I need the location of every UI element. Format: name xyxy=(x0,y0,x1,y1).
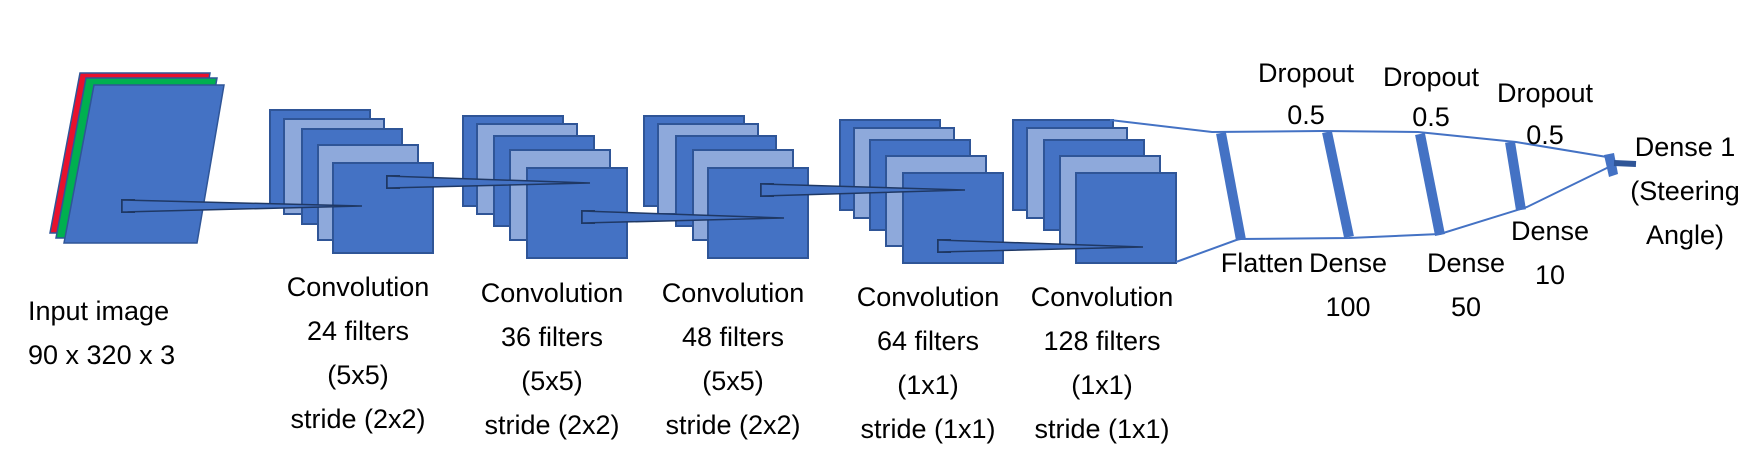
projection-wedge xyxy=(760,183,966,197)
conv-kernel: (5x5) xyxy=(327,360,389,390)
conv-filters: 24 filters xyxy=(307,316,409,346)
projection-wedge xyxy=(937,239,1144,253)
conv-label-1: Convolution 24 filters (5x5) stride (2x2… xyxy=(287,272,430,434)
dropout-label: Dropout xyxy=(1497,78,1594,108)
dropout-rate: 0.5 xyxy=(1287,100,1325,130)
dense50-units: 50 xyxy=(1451,292,1481,322)
dense50-layer-bar xyxy=(1415,133,1445,236)
dense1-note-line1: (Steering xyxy=(1630,176,1740,206)
dense1-note-line2: Angle) xyxy=(1646,220,1724,250)
dropout-rate: 0.5 xyxy=(1412,102,1450,132)
input-label: Input image 90 x 320 x 3 xyxy=(28,296,175,370)
flatten-label: Flatten xyxy=(1221,248,1304,278)
conv-filters: 128 filters xyxy=(1043,326,1160,356)
conv-label-4: Convolution 64 filters (1x1) stride (1x1… xyxy=(857,282,1000,444)
dense100-layer-bar xyxy=(1322,130,1354,239)
conv-label-2: Convolution 36 filters (5x5) stride (2x2… xyxy=(481,278,624,440)
projection-wedge xyxy=(386,175,591,189)
dense10-label: Dense xyxy=(1511,216,1589,246)
dense-section xyxy=(1109,119,1637,263)
dense1-output-node xyxy=(1604,153,1618,177)
conv-stride: stride (1x1) xyxy=(860,414,995,444)
conv-layer-5 xyxy=(1012,119,1177,264)
projection-wedge xyxy=(121,199,363,213)
conv-title: Convolution xyxy=(857,282,1000,312)
feature-map xyxy=(707,167,809,259)
flatten-layer-bar xyxy=(1216,132,1246,241)
feature-map xyxy=(1075,172,1177,264)
dense100-units: 100 xyxy=(1325,292,1370,322)
dense1-label: Dense 1 xyxy=(1635,132,1736,162)
projection-wedge xyxy=(581,210,785,224)
input-label-line2: 90 x 320 x 3 xyxy=(28,340,175,370)
conv-stride: stride (2x2) xyxy=(665,410,800,440)
kernel-projections xyxy=(121,175,1144,253)
conv-layer-2 xyxy=(462,115,628,259)
conv-title: Convolution xyxy=(287,272,430,302)
conv-kernel: (5x5) xyxy=(702,366,764,396)
conv-label-3: Convolution 48 filters (5x5) stride (2x2… xyxy=(662,278,805,440)
dense-outline-top xyxy=(1109,119,1614,159)
conv-stride: stride (2x2) xyxy=(484,410,619,440)
conv-layer-4 xyxy=(839,119,1004,264)
conv-filters: 36 filters xyxy=(501,322,603,352)
conv-label-5: Convolution 128 filters (1x1) stride (1x… xyxy=(1031,282,1174,444)
input-label-line1: Input image xyxy=(28,296,169,326)
conv-kernel: (5x5) xyxy=(521,366,583,396)
dense100-label: Dense xyxy=(1309,248,1387,278)
conv-kernel: (1x1) xyxy=(1071,370,1133,400)
output-connector xyxy=(1613,160,1637,167)
conv-title: Convolution xyxy=(481,278,624,308)
dense10-layer-bar xyxy=(1505,141,1526,211)
dense-labels: Flatten Dense 100 Dense 50 Dense 10 Dens… xyxy=(1221,132,1740,322)
conv-title: Convolution xyxy=(662,278,805,308)
conv-kernel: (1x1) xyxy=(897,370,959,400)
conv-filters: 48 filters xyxy=(682,322,784,352)
dropout-label: Dropout xyxy=(1258,58,1355,88)
dense10-units: 10 xyxy=(1535,260,1565,290)
dense-outline-bottom xyxy=(1175,164,1614,263)
conv-layer-3 xyxy=(643,115,809,259)
dropout-label: Dropout xyxy=(1383,62,1480,92)
conv-stride: stride (2x2) xyxy=(290,404,425,434)
conv-title: Convolution xyxy=(1031,282,1174,312)
dropout-rate: 0.5 xyxy=(1526,120,1564,150)
dense50-label: Dense xyxy=(1427,248,1505,278)
conv-stride: stride (1x1) xyxy=(1034,414,1169,444)
conv-filters: 64 filters xyxy=(877,326,979,356)
dropout-labels: Dropout 0.5 Dropout 0.5 Dropout 0.5 xyxy=(1258,58,1594,150)
input-image xyxy=(49,72,225,244)
